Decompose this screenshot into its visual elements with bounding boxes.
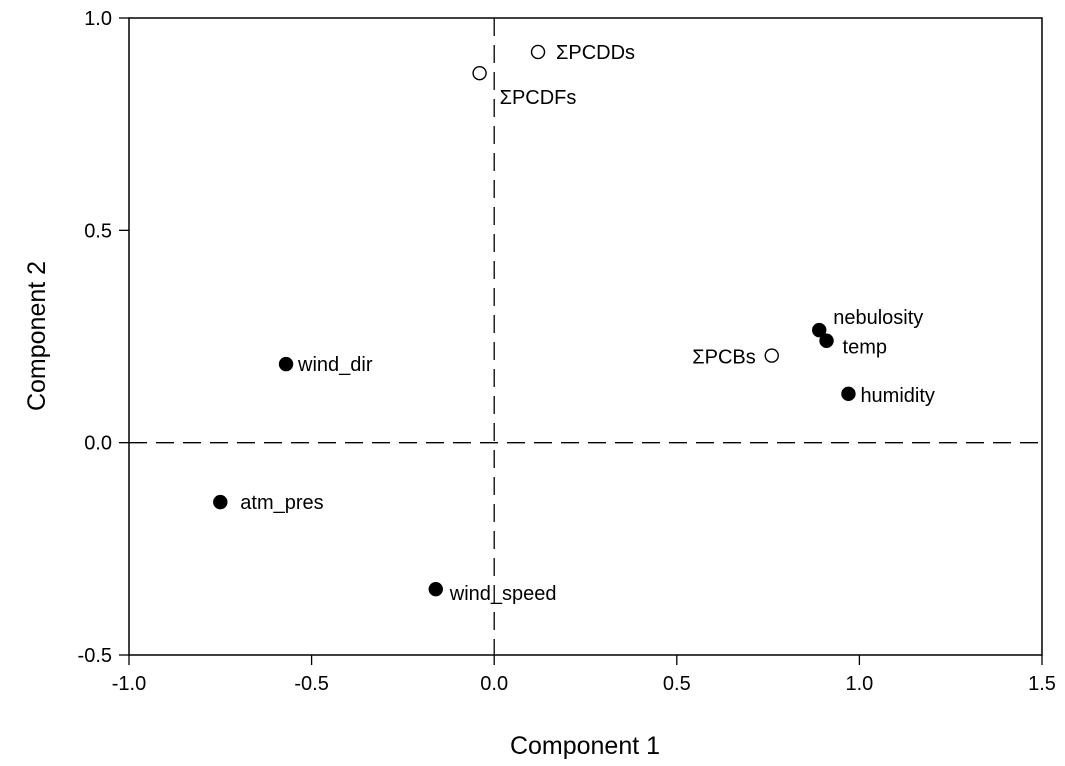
filled-data-point bbox=[428, 581, 443, 597]
reference-lines bbox=[129, 18, 1042, 655]
data-point-label: wind_speed bbox=[449, 583, 557, 605]
y-tick-label: 1.0 bbox=[84, 8, 112, 30]
open-data-point bbox=[472, 66, 487, 81]
x-tick-label: 0.5 bbox=[663, 673, 691, 695]
data-point-label: ΣPCBs bbox=[692, 347, 756, 369]
x-tick-label: -0.5 bbox=[294, 673, 328, 695]
y-tick-label: 0.0 bbox=[84, 433, 112, 455]
x-tick-label: 0.0 bbox=[480, 673, 508, 695]
x-tick-label: 1.0 bbox=[845, 673, 873, 695]
filled-data-point bbox=[213, 494, 228, 510]
filled-data-point bbox=[278, 356, 294, 372]
y-axis-title: Component 2 bbox=[23, 261, 51, 411]
data-point-label: wind_dir bbox=[297, 354, 373, 376]
x-tick-label: -1.0 bbox=[112, 673, 146, 695]
plot-frame bbox=[128, 17, 1043, 656]
open-data-point bbox=[764, 348, 779, 363]
data-point-label: ΣPCDFs bbox=[500, 87, 577, 109]
data-points: wind_dir atm_pres wind_speed nebulosity temp… bbox=[213, 42, 935, 605]
data-point-label: atm_pres bbox=[240, 492, 323, 514]
data-point-label: humidity bbox=[860, 385, 934, 407]
y-tick-label: 0.5 bbox=[84, 220, 112, 242]
filled-data-point bbox=[841, 386, 856, 402]
data-point-label: temp bbox=[843, 337, 887, 359]
data-point-label: ΣPCDDs bbox=[556, 42, 635, 64]
filled-data-point bbox=[812, 322, 827, 338]
x-axis-title: Component 1 bbox=[510, 732, 660, 760]
filled-data-point bbox=[819, 333, 834, 348]
y-tick-label: -0.5 bbox=[78, 645, 112, 667]
x-tick-label: 1.5 bbox=[1028, 673, 1056, 695]
axis-ticks: -1.0 -0.5 0.0 0.5 1.0 1.5-0.50.00.51.0 bbox=[78, 8, 1056, 695]
data-point-label: nebulosity bbox=[833, 307, 923, 329]
open-data-point bbox=[530, 44, 546, 60]
